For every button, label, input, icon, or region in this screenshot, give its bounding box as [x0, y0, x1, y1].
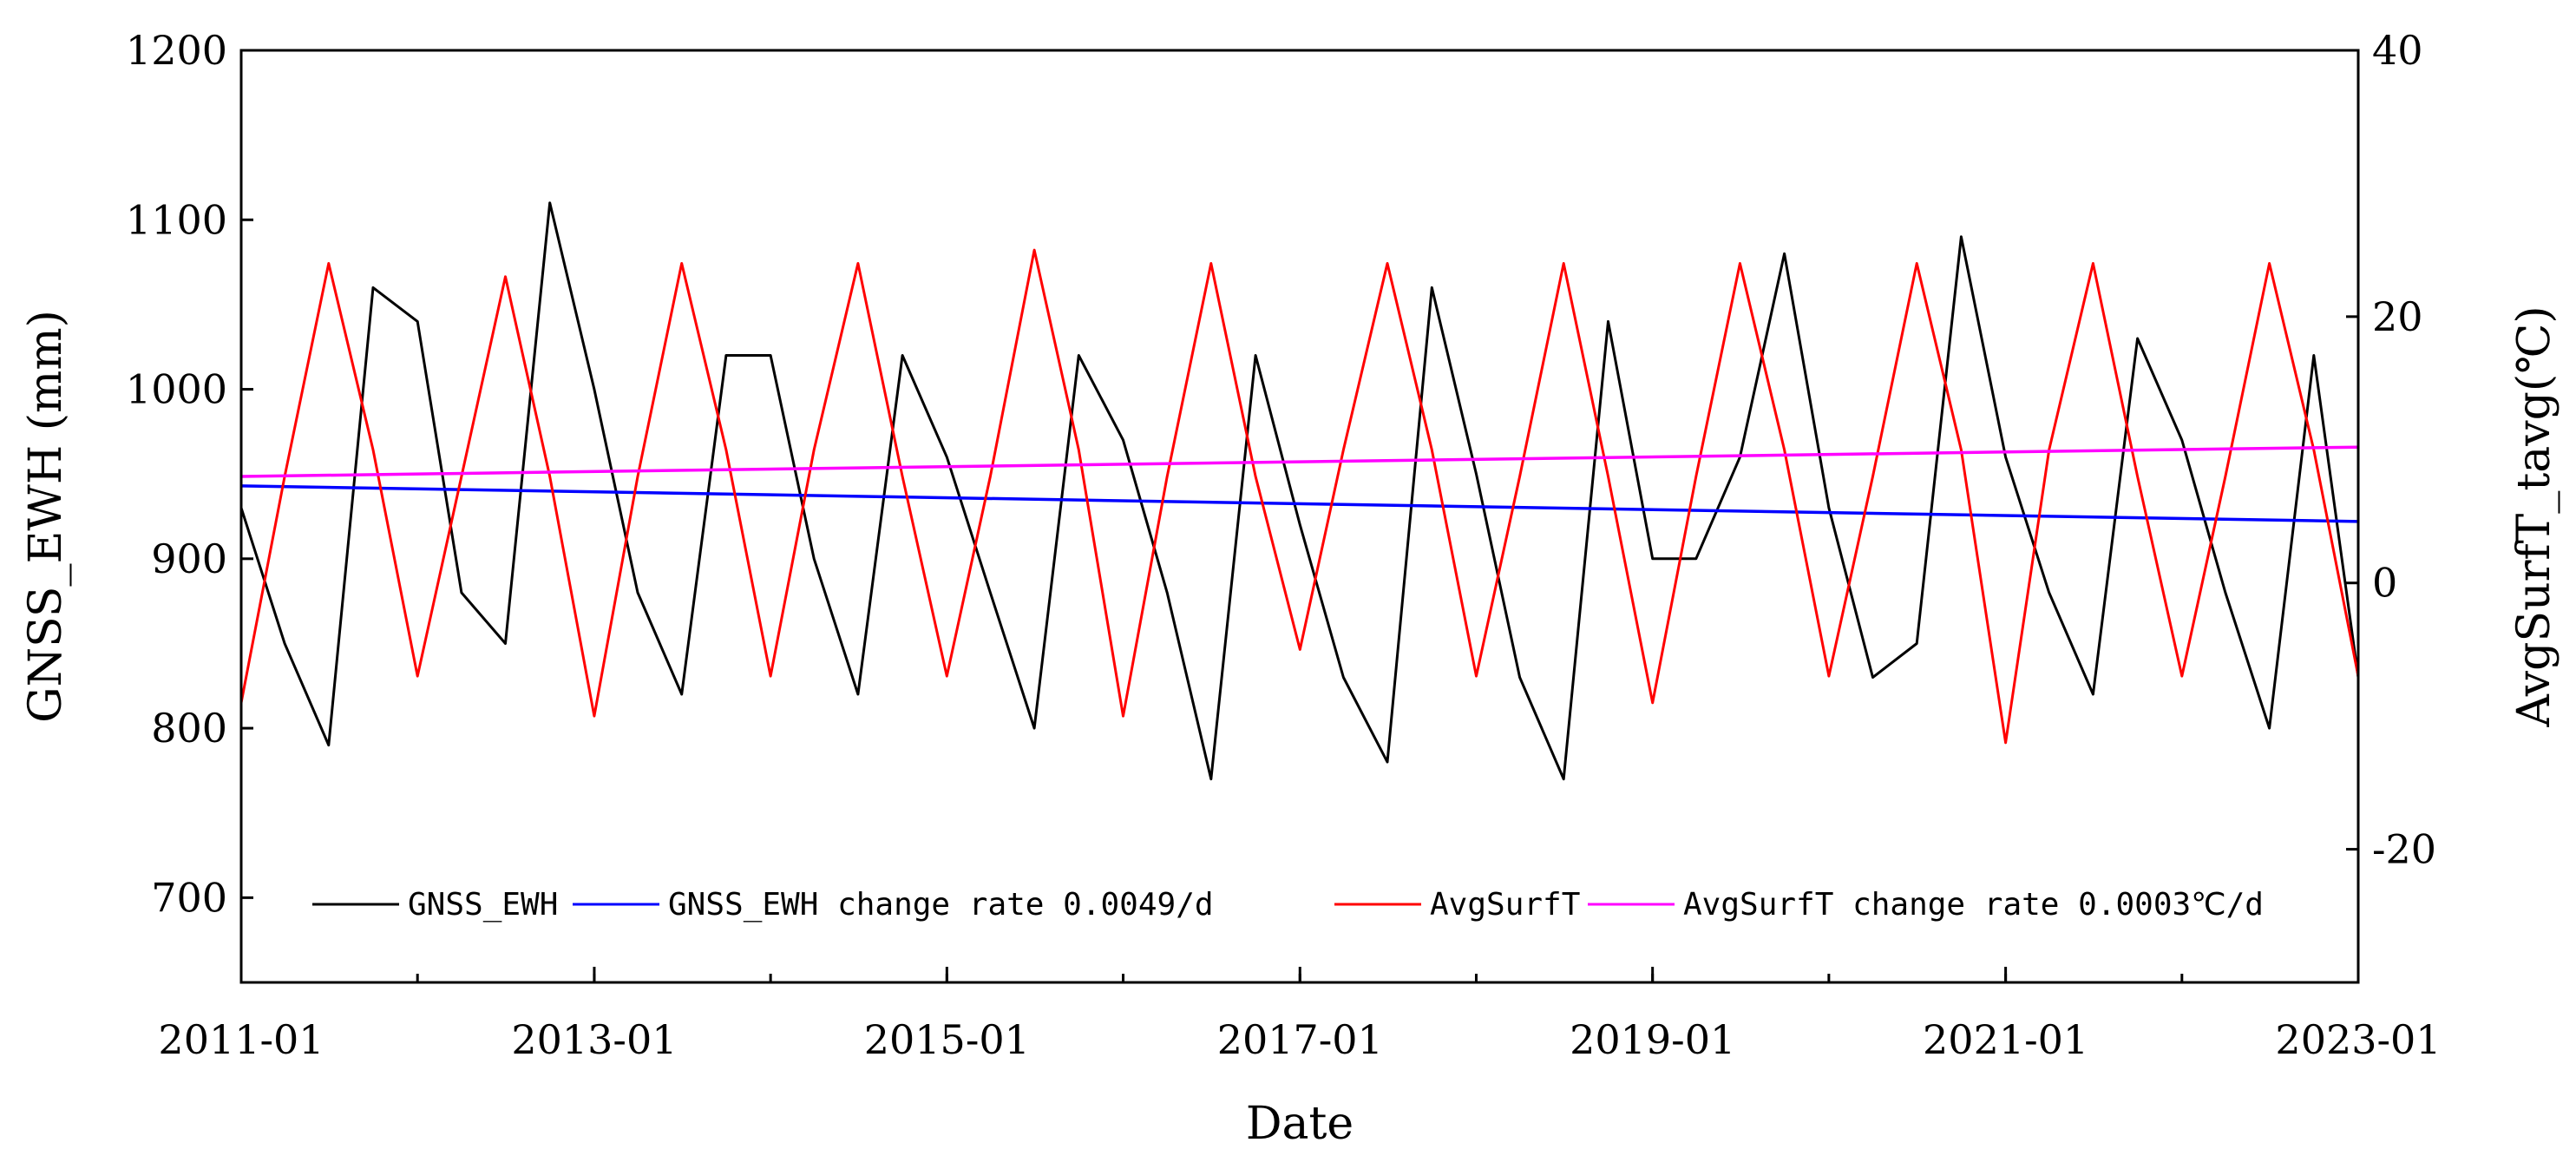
legend: GNSS_EWH GNSS_EWH change rate 0.0049/d Avg…: [312, 887, 2264, 923]
y-right-tick-label: 20: [2372, 293, 2423, 340]
series-line-0: [239, 201, 2360, 781]
legend-label-1: GNSS_EWH change rate 0.0049/d: [668, 887, 1214, 923]
y-axis-left-title: GNSS_EWH (mm): [20, 310, 72, 723]
series-line-3: [240, 445, 2359, 478]
x-tick-label: 2013-01: [511, 1016, 677, 1063]
y-left-tick-label: 800: [151, 705, 227, 752]
y-axis-right-title: AvgSurfT_tavg(℃): [2508, 305, 2560, 727]
x-tick-label: 2017-01: [1217, 1016, 1383, 1063]
x-tick-label: 2023-01: [2275, 1016, 2441, 1063]
series-line-1: [240, 484, 2359, 523]
y-left-tick-label: 700: [151, 874, 227, 921]
x-tick-label: 2015-01: [864, 1016, 1030, 1063]
legend-label-3: AvgSurfT change rate 0.0003℃/d: [1683, 887, 2264, 923]
y-left-tick-label: 1200: [126, 27, 227, 74]
series-line-2: [239, 248, 2360, 745]
x-tick-label: 2019-01: [1570, 1016, 1735, 1063]
series-group: [239, 201, 2360, 781]
legend-label-0: GNSS_EWH: [408, 887, 558, 923]
ticks-group: 700 800 900 1000 1100 1200 -20 0 20 40 2011-01 2013…: [126, 27, 2442, 1063]
y-left-tick-label: 900: [151, 535, 227, 582]
y-right-tick-label: 40: [2372, 27, 2423, 74]
y-right-tick-label: 0: [2372, 560, 2397, 607]
y-left-tick-label: 1000: [126, 366, 227, 413]
x-axis-title: Date: [1246, 1098, 1354, 1150]
x-tick-label: 2021-01: [1923, 1016, 2088, 1063]
y-right-tick-label: -20: [2372, 826, 2436, 873]
y-left-tick-label: 1100: [126, 196, 227, 243]
legend-label-2: AvgSurfT: [1430, 887, 1580, 923]
x-tick-label: 2011-01: [158, 1016, 324, 1063]
